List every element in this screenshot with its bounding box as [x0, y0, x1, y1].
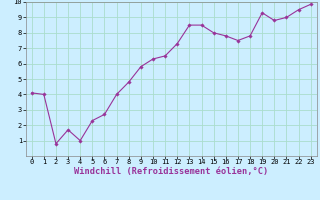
X-axis label: Windchill (Refroidissement éolien,°C): Windchill (Refroidissement éolien,°C) — [74, 167, 268, 176]
